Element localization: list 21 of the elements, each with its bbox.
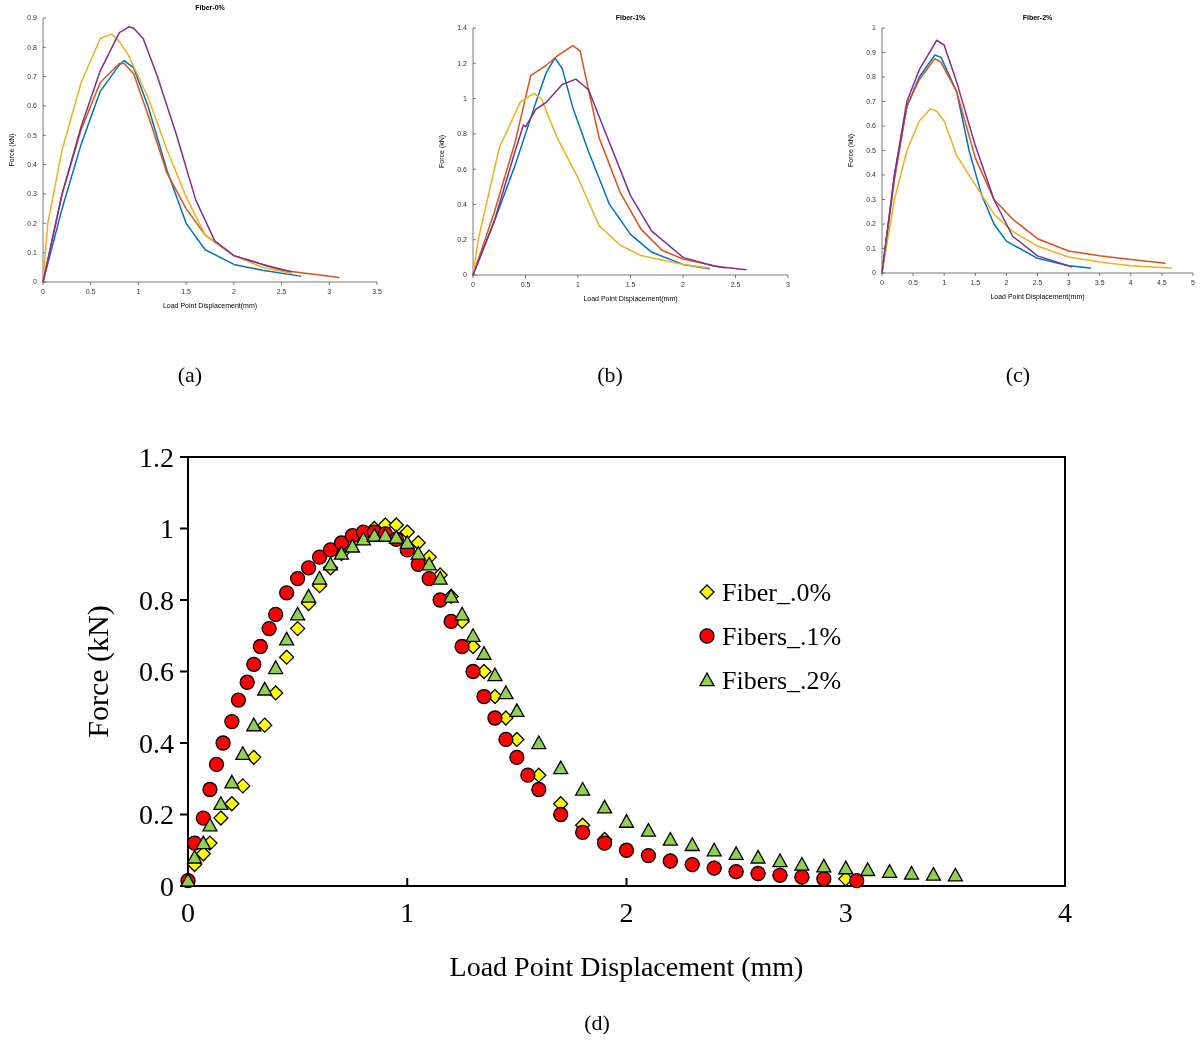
y-tick-label: 1 bbox=[160, 513, 174, 545]
x-tick-label: 2 bbox=[619, 897, 634, 928]
text: (c) bbox=[1005, 362, 1031, 387]
y-tick-label: 0.4 bbox=[139, 727, 174, 759]
x-tick-label: 1 bbox=[400, 897, 415, 928]
x-tick-label: 3 bbox=[838, 897, 853, 928]
text: (b) bbox=[597, 362, 623, 387]
y-tick-label: 1.2 bbox=[139, 441, 174, 473]
y-tick-label: 0 bbox=[160, 870, 174, 902]
x-tick-label: 0 bbox=[181, 897, 195, 928]
legend-label: Fibers_.2% bbox=[722, 666, 842, 696]
text: (d) bbox=[584, 1010, 610, 1035]
x-axis-title: Load Point Displacement (mm) bbox=[449, 951, 804, 982]
y-tick-label: 0.8 bbox=[139, 584, 174, 616]
y-tick-label: 0.6 bbox=[139, 656, 174, 688]
y-axis-title: Force (kN) bbox=[81, 605, 115, 738]
y-tick-label: 0.2 bbox=[139, 799, 174, 831]
x-tick-label: 4 bbox=[1058, 897, 1072, 928]
text: (a) bbox=[177, 362, 203, 387]
legend-label: Fiber_.0% bbox=[722, 578, 832, 608]
legend-label: Fibers_.1% bbox=[722, 622, 842, 652]
